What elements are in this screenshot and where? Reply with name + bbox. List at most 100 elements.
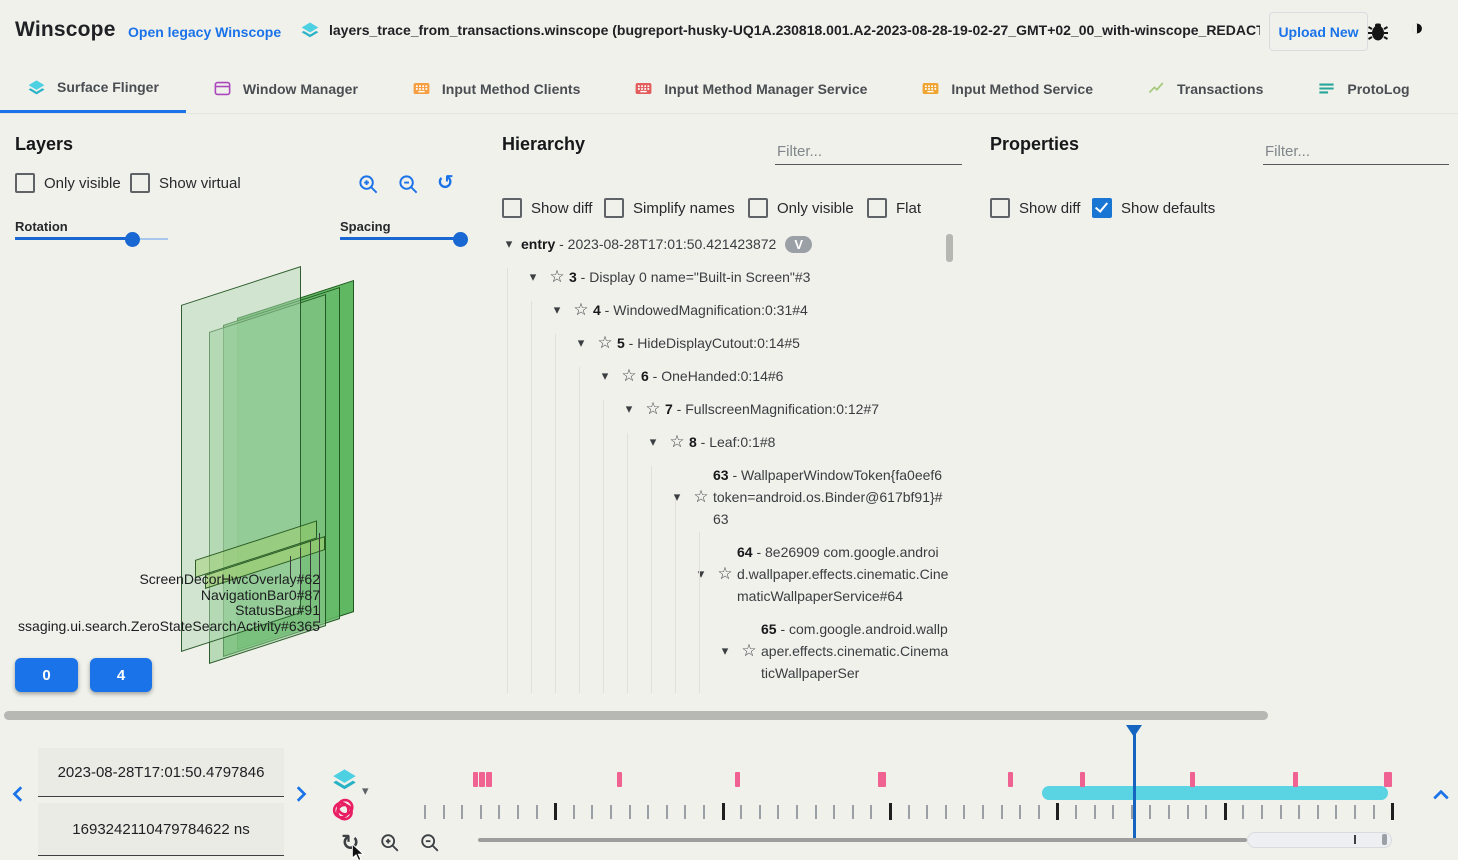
horizontal-scrollbar[interactable] bbox=[4, 711, 1268, 720]
show-defaults-checkbox[interactable]: Show defaults bbox=[1092, 198, 1215, 218]
tree-indent-guide bbox=[675, 499, 676, 693]
chevron-down-icon[interactable]: ▾ bbox=[529, 269, 537, 284]
properties-show-diff-checkbox[interactable]: Show diff bbox=[990, 198, 1080, 218]
slider-thumb[interactable] bbox=[124, 232, 140, 247]
timeline-zoom-in-icon[interactable] bbox=[379, 832, 401, 854]
tree-row[interactable]: ▾ entry - 2023-08-28T17:01:50.421423872 … bbox=[497, 233, 949, 255]
display-4-button[interactable]: 4 bbox=[90, 658, 152, 692]
zoom-slider-handle[interactable] bbox=[1382, 834, 1387, 845]
timeline-tick bbox=[1261, 805, 1263, 819]
timestamp-ns-input[interactable] bbox=[38, 803, 284, 856]
star-icon[interactable]: ☆ bbox=[621, 366, 637, 385]
timeline-cursor-flag[interactable] bbox=[1126, 725, 1142, 737]
only-visible-checkbox[interactable]: Only visible bbox=[748, 198, 854, 218]
sf-trace-marker[interactable] bbox=[486, 772, 492, 787]
flat-checkbox[interactable]: Flat bbox=[867, 198, 921, 218]
tab-protolog[interactable]: ProtoLog bbox=[1290, 64, 1436, 113]
sf-trace-marker[interactable] bbox=[1293, 772, 1298, 787]
timestamp-input[interactable] bbox=[38, 748, 284, 797]
star-icon[interactable]: ☆ bbox=[597, 333, 613, 352]
star-icon[interactable]: ☆ bbox=[693, 487, 709, 506]
checkbox-box[interactable] bbox=[130, 173, 150, 193]
chevron-down-icon[interactable]: ▾ bbox=[649, 434, 657, 449]
tree-row[interactable]: ▾ ☆ 8 - Leaf:0:1#8 bbox=[497, 431, 949, 453]
only-visible-checkbox[interactable]: Only visible bbox=[15, 173, 121, 193]
tab-surface-flinger[interactable]: Surface Flinger bbox=[0, 64, 186, 113]
timeline-tick bbox=[740, 805, 742, 819]
tree-row[interactable]: ▾ ☆ 64 - 8e26909 com.google.android.wall… bbox=[497, 541, 949, 607]
prev-entry-icon[interactable] bbox=[10, 785, 28, 803]
zoom-out-icon[interactable] bbox=[397, 173, 420, 196]
tree-row[interactable]: ▾ ☆ 4 - WindowedMagnification:0:31#4 bbox=[497, 299, 949, 321]
display-0-button[interactable]: 0 bbox=[15, 658, 78, 692]
star-icon[interactable]: ☆ bbox=[669, 432, 685, 451]
tab-input-method-clients[interactable]: Input Method Clients bbox=[385, 64, 607, 113]
chevron-down-icon[interactable]: ▾ bbox=[505, 236, 513, 251]
tree-row[interactable]: ▾ ☆ 3 - Display 0 name="Built-in Screen"… bbox=[497, 266, 949, 288]
tree-row[interactable]: ▾ ☆ 7 - FullscreenMagnification:0:12#7 bbox=[497, 398, 949, 420]
sf-trace-marker[interactable] bbox=[1008, 772, 1013, 787]
chevron-down-icon[interactable]: ▾ bbox=[601, 368, 609, 383]
tree-row[interactable]: ▾ ☆ 5 - HideDisplayCutout:0:14#5 bbox=[497, 332, 949, 354]
sf-trace-icon[interactable] bbox=[331, 766, 358, 793]
sf-trace-marker[interactable] bbox=[735, 772, 740, 787]
rotation-slider[interactable] bbox=[15, 231, 168, 247]
hierarchy-scrollbar[interactable] bbox=[946, 234, 953, 262]
timeline-zoom-slider[interactable] bbox=[1247, 832, 1392, 848]
transitions-trace-icon[interactable] bbox=[329, 794, 360, 825]
timeline-scrollbar[interactable] bbox=[478, 838, 1247, 842]
timeline-tick bbox=[703, 805, 705, 819]
simplify-names-checkbox[interactable]: Simplify names bbox=[604, 198, 735, 218]
chevron-down-icon[interactable]: ▾ bbox=[721, 643, 729, 658]
tab-input-method-manager-service[interactable]: Input Method Manager Service bbox=[607, 64, 894, 113]
next-entry-icon[interactable] bbox=[291, 785, 309, 803]
star-icon[interactable]: ☆ bbox=[573, 300, 589, 319]
star-icon[interactable]: ☆ bbox=[717, 564, 733, 583]
star-icon[interactable]: ☆ bbox=[741, 641, 757, 660]
tree-row[interactable]: ▾ ☆ 65 - com.google.android.wallpaper.ef… bbox=[497, 618, 949, 684]
tree-indent-guide bbox=[603, 400, 604, 693]
reset-view-icon[interactable]: ↺ bbox=[437, 172, 454, 194]
hierarchy-filter-input[interactable] bbox=[775, 139, 962, 165]
star-icon[interactable]: ☆ bbox=[645, 399, 661, 418]
visibility-badge: V bbox=[785, 235, 812, 253]
collapse-timeline-icon[interactable] bbox=[1432, 786, 1450, 804]
tab-transactions[interactable]: Transactions bbox=[1120, 64, 1290, 113]
chevron-down-icon[interactable]: ▾ bbox=[697, 566, 705, 581]
chevron-down-icon[interactable]: ▾ bbox=[673, 489, 681, 504]
upload-new-button[interactable]: Upload New bbox=[1269, 12, 1368, 51]
chevron-down-icon[interactable]: ▾ bbox=[553, 302, 561, 317]
show-diff-checkbox[interactable]: Show diff bbox=[502, 198, 592, 218]
sf-trace-marker[interactable] bbox=[1384, 772, 1392, 787]
timeline-zoom-out-icon[interactable] bbox=[419, 832, 441, 854]
timeline-selection-bar[interactable] bbox=[1042, 786, 1388, 800]
timeline-tick bbox=[684, 805, 686, 819]
tab-input-method-service[interactable]: Input Method Service bbox=[894, 64, 1120, 113]
dark-mode-icon[interactable]: ◑ bbox=[1410, 14, 1424, 40]
chevron-down-icon[interactable]: ▾ bbox=[625, 401, 633, 416]
trace-selector-caret-icon[interactable]: ▾ bbox=[362, 783, 369, 798]
zoom-in-icon[interactable] bbox=[357, 173, 380, 196]
sf-trace-marker[interactable] bbox=[878, 772, 886, 787]
timeline-cursor[interactable] bbox=[1133, 727, 1136, 841]
tree-row[interactable]: ▾ ☆ 63 - WallpaperWindowToken{fa0eef6 to… bbox=[497, 464, 949, 530]
star-icon[interactable]: ☆ bbox=[549, 267, 565, 286]
properties-filter-input[interactable] bbox=[1263, 139, 1449, 165]
tree-row[interactable]: ▾ ☆ 6 - OneHanded:0:14#6 bbox=[497, 365, 949, 387]
sf-trace-marker[interactable] bbox=[1190, 772, 1195, 787]
open-legacy-link[interactable]: Open legacy Winscope bbox=[128, 24, 282, 40]
show-virtual-checkbox[interactable]: Show virtual bbox=[130, 173, 241, 193]
sf-trace-marker[interactable] bbox=[1080, 772, 1085, 787]
slider-thumb[interactable] bbox=[452, 232, 468, 247]
chevron-down-icon[interactable]: ▾ bbox=[577, 335, 585, 350]
report-bug-icon[interactable] bbox=[1366, 20, 1390, 44]
sf-trace-marker[interactable] bbox=[473, 772, 478, 787]
checkbox-box[interactable] bbox=[15, 173, 35, 193]
window-icon bbox=[213, 79, 232, 98]
sf-trace-marker[interactable] bbox=[617, 772, 622, 787]
spacing-slider[interactable] bbox=[340, 231, 468, 247]
tab-transitions[interactable]: Tra bbox=[1437, 64, 1458, 113]
tab-window-manager[interactable]: Window Manager bbox=[186, 64, 385, 113]
sf-trace-marker[interactable] bbox=[479, 772, 485, 787]
